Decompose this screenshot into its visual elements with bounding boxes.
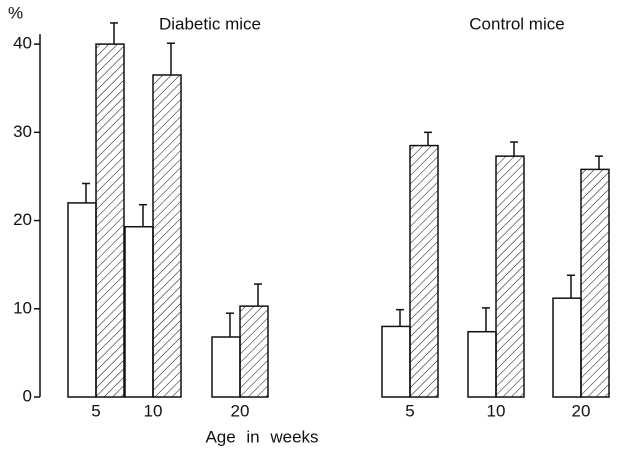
bar [467, 330, 497, 398]
bar [580, 168, 610, 398]
bar [124, 225, 154, 398]
bar [381, 325, 411, 398]
x-tick-label: 20 [231, 401, 250, 420]
y-tick-label: 20 [13, 210, 32, 229]
x-tick-label: 5 [91, 401, 100, 420]
bar [67, 202, 97, 398]
group-label: Diabetic mice [159, 14, 261, 33]
bar [152, 74, 182, 398]
bar [211, 336, 241, 398]
x-tick-label: 5 [405, 401, 414, 420]
bar [239, 305, 269, 398]
y-tick-label: 10 [13, 298, 32, 317]
x-axis-label: Age in weeks [205, 427, 318, 446]
y-tick-label: 30 [13, 122, 32, 141]
x-tick-label: 10 [487, 401, 506, 420]
bar [409, 144, 439, 398]
y-tick-label: 0 [23, 386, 32, 405]
bar [95, 43, 125, 398]
x-tick-label: 10 [144, 401, 163, 420]
y-tick-label: 40 [13, 34, 32, 53]
bar [552, 297, 582, 398]
y-axis-label: % [8, 3, 23, 22]
group-label: Control mice [469, 14, 564, 33]
bar [495, 155, 525, 398]
x-tick-label: 20 [572, 401, 591, 420]
